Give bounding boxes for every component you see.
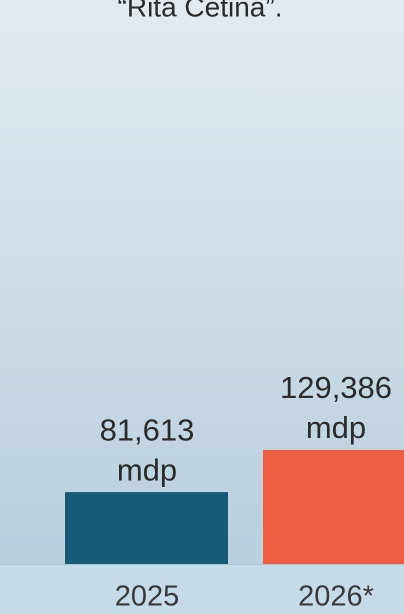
value-label: 129,386 — [280, 370, 392, 405]
value-label: mdp — [117, 452, 177, 487]
value-label: 81,613 — [100, 412, 195, 447]
category-band — [0, 565, 404, 614]
bar — [263, 450, 404, 564]
value-label: mdp — [306, 410, 366, 445]
bar — [65, 492, 228, 564]
x-tick-label: 2025 — [115, 581, 180, 613]
chart-title: “Rita Cetina”. — [118, 0, 283, 22]
x-tick-label: 2026* — [298, 581, 374, 613]
